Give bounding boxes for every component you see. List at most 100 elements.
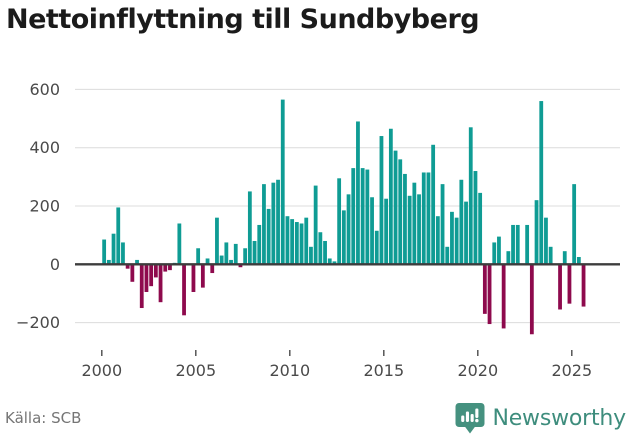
bar-2019-q2 — [464, 201, 468, 265]
bar-2006-q1 — [215, 217, 219, 265]
bar-2013-q1 — [346, 194, 351, 265]
bar-2019-q1 — [459, 179, 464, 265]
bar-2010-q2 — [294, 222, 299, 265]
bar-2015-q1 — [384, 198, 389, 265]
chart-title: Nettoinflyttning till Sundbyberg — [6, 4, 480, 35]
bar-2021-q3 — [506, 251, 511, 265]
bar-2000-q4 — [116, 207, 121, 265]
bar-2002-q4 — [153, 264, 158, 278]
x-axis-label-2015: 2015 — [363, 361, 404, 380]
bar-2025-q3 — [581, 264, 586, 307]
bar-2020-q3 — [487, 264, 492, 325]
y-axis-label-400: 400 — [29, 138, 60, 157]
bar-2016-q3 — [412, 182, 417, 265]
y-axis-label--200: −200 — [16, 313, 60, 332]
bar-2010-q1 — [290, 219, 295, 265]
bar-2022-q1 — [515, 224, 520, 265]
bar-2017-q3 — [431, 144, 436, 265]
bar-2016-q1 — [403, 173, 407, 265]
bar-2024-q3 — [562, 251, 567, 265]
source-note: Källa: SCB — [5, 409, 82, 427]
newsworthy-wordmark: Newsworthy — [492, 405, 626, 431]
bar-2001-q4 — [135, 259, 139, 265]
y-axis-label-0: 0 — [50, 255, 60, 274]
bar-2023-q2 — [539, 101, 544, 265]
bar-2006-q4 — [229, 259, 233, 265]
bar-2009-q2 — [276, 179, 280, 265]
bar-2001-q1 — [121, 242, 125, 265]
bar-2003-q2 — [163, 264, 168, 272]
bar-2024-q2 — [558, 264, 562, 310]
bar-2014-q4 — [379, 136, 384, 265]
bar-2011-q1 — [309, 246, 313, 265]
bar-2010-q4 — [304, 217, 309, 265]
bar-2012-q1 — [327, 258, 332, 265]
bar-2021-q4 — [511, 224, 515, 265]
bar-2014-q1 — [365, 169, 370, 265]
bar-2000-q3 — [111, 233, 116, 265]
bar-2006-q3 — [224, 242, 229, 265]
newsworthy-logo: Newsworthy — [455, 401, 626, 435]
bar-2012-q4 — [341, 210, 346, 265]
bar-2017-q2 — [426, 172, 431, 265]
bar-2000-q1 — [102, 239, 107, 265]
bar-2007-q2 — [238, 264, 243, 268]
bar-2020-q2 — [482, 264, 487, 314]
bar-2016-q4 — [417, 194, 421, 265]
x-axis-label-2010: 2010 — [269, 361, 310, 380]
bar-2011-q4 — [323, 240, 327, 265]
bar-2014-q3 — [374, 230, 379, 265]
x-axis-label-2000: 2000 — [81, 361, 122, 380]
bar-2009-q3 — [280, 99, 285, 265]
bar-2024-q4 — [567, 264, 572, 304]
bar-2013-q4 — [360, 168, 365, 265]
bar-2004-q1 — [177, 223, 182, 265]
bar-2007-q1 — [233, 243, 238, 265]
bar-2015-q2 — [388, 128, 393, 265]
bar-2003-q3 — [168, 264, 172, 271]
y-axis-label-200: 200 — [29, 197, 60, 216]
bar-2009-q4 — [285, 216, 290, 265]
bar-2021-q1 — [497, 236, 501, 265]
bar-2022-q4 — [529, 264, 534, 335]
bar-2011-q3 — [318, 232, 323, 265]
bar-2004-q2 — [182, 264, 186, 316]
bar-2017-q4 — [435, 216, 440, 265]
bar-2023-q4 — [548, 246, 553, 265]
bar-2005-q1 — [196, 248, 201, 265]
bar-2019-q3 — [468, 127, 473, 265]
bar-2023-q3 — [544, 217, 548, 265]
bar-2021-q2 — [501, 264, 506, 329]
bar-2020-q4 — [492, 242, 497, 265]
bar-2015-q4 — [398, 159, 403, 265]
bar-2002-q1 — [139, 264, 144, 309]
bar-2008-q2 — [257, 224, 262, 265]
bar-2007-q3 — [243, 248, 248, 265]
bar-2013-q2 — [351, 168, 356, 265]
bar-2000-q2 — [106, 259, 111, 265]
x-axis-label-2025: 2025 — [551, 361, 592, 380]
bar-2006-q2 — [219, 255, 224, 265]
x-axis-label-2005: 2005 — [175, 361, 216, 380]
x-axis-label-2020: 2020 — [457, 361, 498, 380]
bar-2001-q3 — [130, 264, 135, 282]
bar-2008-q4 — [266, 208, 271, 265]
bar-2012-q3 — [337, 178, 342, 265]
bar-2005-q3 — [205, 258, 210, 265]
y-axis-label-600: 600 — [29, 80, 60, 99]
bar-chart-pin-icon — [455, 402, 485, 433]
bar-2018-q4 — [454, 217, 459, 265]
bar-2015-q3 — [393, 150, 398, 265]
bar-2013-q3 — [356, 121, 360, 265]
bar-2010-q3 — [299, 223, 304, 265]
bar-2014-q2 — [370, 197, 374, 265]
bar-2018-q3 — [450, 211, 454, 265]
bar-2004-q4 — [191, 264, 196, 292]
bar-2025-q2 — [576, 257, 581, 265]
bar-2023-q1 — [534, 200, 539, 265]
bar-2002-q2 — [144, 264, 149, 292]
bar-2018-q2 — [445, 246, 450, 265]
bar-2019-q4 — [473, 171, 478, 265]
